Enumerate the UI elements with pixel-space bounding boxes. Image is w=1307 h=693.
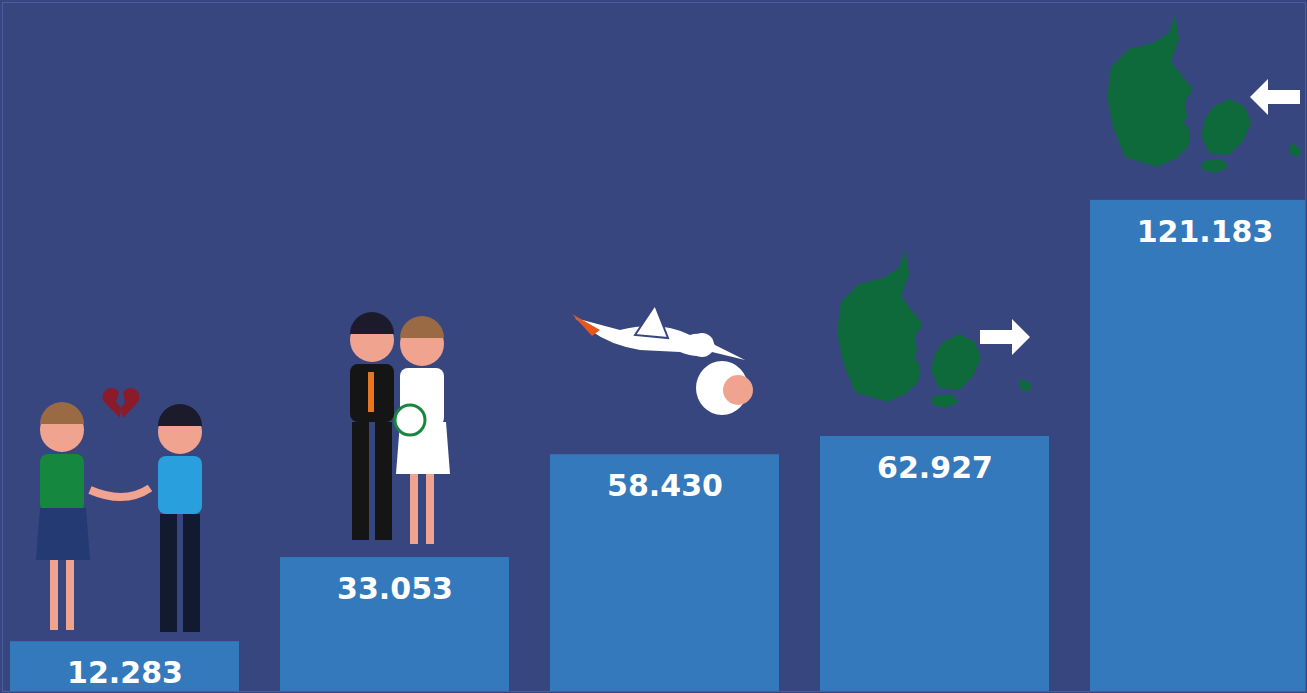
- svg-text:62.927: 62.927: [877, 450, 993, 485]
- svg-text:121.183: 121.183: [1137, 214, 1274, 249]
- svg-text:33.053: 33.053: [337, 571, 453, 606]
- svg-text:58.430: 58.430: [607, 468, 723, 503]
- svg-text:12.283: 12.283: [67, 655, 183, 690]
